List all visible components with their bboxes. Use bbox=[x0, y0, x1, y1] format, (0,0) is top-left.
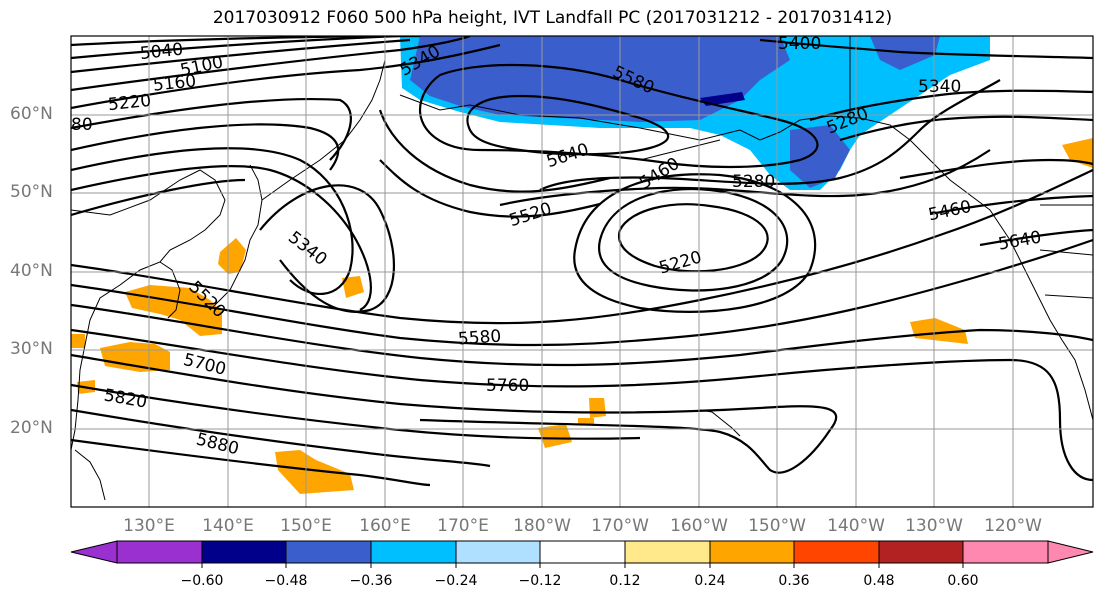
coast-korea bbox=[159, 261, 181, 319]
colorbar bbox=[70, 540, 1094, 568]
colorbar-tick-neg-0-60: −0.60 bbox=[180, 573, 224, 589]
contour-label-5220: 5220 bbox=[107, 91, 152, 115]
lon-label-160w: 160°W bbox=[670, 516, 728, 536]
colorbar-tick-0-60: 0.60 bbox=[947, 573, 979, 589]
colorbar-bin-11 bbox=[962, 540, 1049, 564]
colorbar-tick-neg-0-36: −0.36 bbox=[349, 573, 393, 589]
ivt-positive-ne-edge bbox=[1062, 138, 1093, 168]
colorbar-bin-4 bbox=[370, 540, 457, 564]
lat-label-30n: 30°N bbox=[10, 339, 53, 359]
ivt-positive-east bbox=[910, 318, 968, 344]
ivt-positive-central-b bbox=[589, 398, 606, 418]
lon-label-180w: 180°W bbox=[513, 516, 571, 536]
contour-label-5400: 5400 bbox=[778, 34, 821, 54]
colorbar-tick-0-48: 0.48 bbox=[863, 573, 895, 589]
colorbar-bin-8 bbox=[709, 540, 795, 564]
contour-label-5280-mid: 5280 bbox=[732, 172, 775, 192]
height-contours bbox=[71, 36, 1093, 487]
coast-philippines bbox=[74, 449, 106, 501]
contour-label-5160: 5160 bbox=[152, 71, 197, 95]
ivt-negative-dark bbox=[700, 92, 745, 106]
colorbar-bin-1 bbox=[116, 540, 203, 564]
lon-label-150e: 150°E bbox=[280, 516, 332, 536]
coast-kamchatka bbox=[329, 59, 386, 161]
contour-label-80-clipped: 80 bbox=[71, 115, 93, 135]
coast-aleutians bbox=[639, 139, 721, 161]
colorbar-bin-7 bbox=[624, 540, 711, 564]
colorbar-tick-neg-0-12: −0.12 bbox=[518, 573, 562, 589]
ivt-negative-mid-east bbox=[790, 125, 850, 188]
lon-label-140e: 140°E bbox=[202, 516, 254, 536]
colorbar-tick-0-24: 0.24 bbox=[694, 573, 726, 589]
colorbar-bin-10 bbox=[878, 540, 964, 564]
colorbar-tick-0-12: 0.12 bbox=[609, 573, 641, 589]
ivt-positive-pacific-mid bbox=[342, 276, 364, 298]
coast-asia-mainland bbox=[71, 169, 226, 451]
ivt-positive-japan bbox=[218, 238, 246, 274]
colorbar-bin-3 bbox=[285, 540, 372, 564]
coast-kuril bbox=[261, 139, 346, 201]
lon-label-170w: 170°W bbox=[591, 516, 649, 536]
contour-label-5340-ne: 5340 bbox=[918, 77, 961, 97]
ivt-positive-central-c bbox=[578, 418, 594, 424]
lon-label-170e: 170°E bbox=[437, 516, 489, 536]
lat-label-20n: 20°N bbox=[10, 418, 53, 438]
colorbar-bin-6 bbox=[539, 540, 626, 564]
lon-label-150w: 150°W bbox=[748, 516, 806, 536]
colorbar-tick-0-36: 0.36 bbox=[778, 573, 810, 589]
contour-label-5580-mid: 5580 bbox=[457, 327, 502, 350]
colorbar-bin-9 bbox=[793, 540, 880, 564]
colorbar-bin-2 bbox=[201, 540, 287, 564]
map-frame bbox=[70, 35, 1094, 508]
contour-label-5760: 5760 bbox=[486, 376, 529, 396]
lat-label-40n: 40°N bbox=[10, 261, 53, 281]
ivt-positive-west-tropics bbox=[275, 450, 354, 494]
lon-label-160e: 160°E bbox=[359, 516, 411, 536]
coast-japan bbox=[209, 164, 263, 311]
lon-label-140w: 140°W bbox=[827, 516, 885, 536]
ivt-positive-central-a bbox=[538, 424, 572, 448]
colorbar-tick-neg-0-24: −0.24 bbox=[434, 573, 478, 589]
lon-label-130e: 130°E bbox=[123, 516, 175, 536]
graticule bbox=[71, 36, 1093, 507]
negative-ivt-shading bbox=[400, 36, 990, 190]
ivt-positive-west-edge bbox=[71, 334, 85, 348]
colorbar-tick-neg-0-48: −0.48 bbox=[264, 573, 308, 589]
lat-label-60n: 60°N bbox=[10, 104, 53, 124]
lon-label-120w: 120°W bbox=[984, 516, 1042, 536]
lat-label-50n: 50°N bbox=[10, 182, 53, 202]
contour-label-5040: 5040 bbox=[139, 40, 184, 64]
lon-label-130w: 130°W bbox=[905, 516, 963, 536]
coast-hawaii bbox=[699, 409, 741, 437]
colorbar-extend-left bbox=[70, 540, 118, 564]
coast-canada-border bbox=[849, 36, 1093, 299]
colorbar-extend-right bbox=[1047, 540, 1094, 564]
colorbar-bin-5 bbox=[455, 540, 541, 564]
map-title: 2017030912 F060 500 hPa height, IVT Land… bbox=[212, 8, 893, 28]
